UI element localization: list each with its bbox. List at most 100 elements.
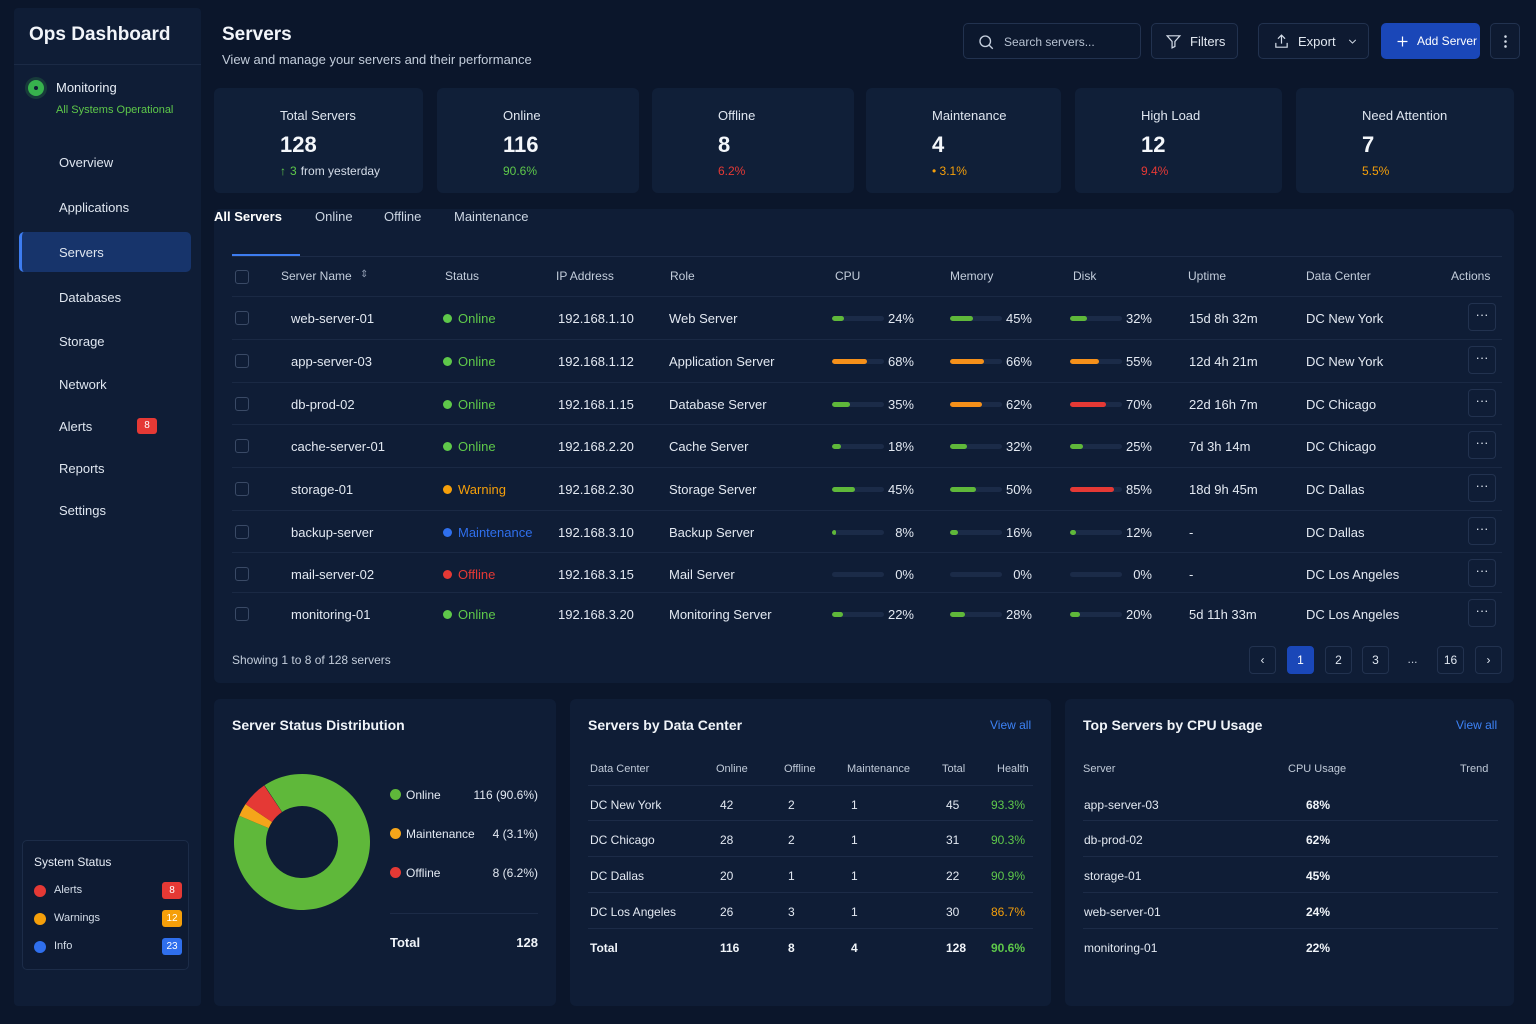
row-checkbox[interactable] bbox=[235, 311, 249, 325]
next-page-button[interactable]: › bbox=[1475, 646, 1502, 674]
add-server-button[interactable]: Add Server bbox=[1381, 23, 1480, 59]
disk-usage-percent: 0% bbox=[1133, 567, 1152, 582]
table-row[interactable]: cache-server-01 Online 192.168.2.20 Cache S… bbox=[232, 424, 1502, 466]
tab-online[interactable]: Online bbox=[315, 209, 353, 224]
page-button-16[interactable]: 16 bbox=[1437, 646, 1464, 674]
row-actions-button[interactable]: ··· bbox=[1468, 599, 1496, 627]
sidebar-item-settings[interactable]: Settings bbox=[19, 490, 191, 530]
column-header-data-center: Data Center bbox=[1306, 269, 1371, 283]
disk-usage-bar bbox=[1070, 359, 1122, 364]
memory-usage-bar bbox=[950, 572, 1002, 577]
cpu-usage-bar bbox=[832, 572, 884, 577]
sidebar-item-alerts[interactable]: Alerts 8 bbox=[19, 406, 191, 446]
row-actions-button[interactable]: ··· bbox=[1468, 559, 1496, 587]
page-button-1[interactable]: 1 bbox=[1287, 646, 1314, 674]
tab-all-servers[interactable]: All Servers bbox=[214, 209, 282, 224]
memory-usage-bar bbox=[950, 402, 1002, 407]
tab-maintenance[interactable]: Maintenance bbox=[454, 209, 529, 224]
sidebar-item-overview[interactable]: Overview bbox=[19, 142, 191, 182]
top-cpu-view-all-link[interactable]: View all bbox=[1456, 718, 1498, 732]
more-menu-button[interactable] bbox=[1490, 23, 1520, 59]
server-role: Cache Server bbox=[669, 439, 749, 454]
sidebar-item-storage[interactable]: Storage bbox=[19, 321, 191, 361]
sidebar-item-databases[interactable]: Databases bbox=[19, 277, 191, 317]
row-checkbox[interactable] bbox=[235, 525, 249, 539]
memory-usage-percent: 16% bbox=[1005, 525, 1032, 540]
disk-usage-bar bbox=[1070, 316, 1122, 321]
stat-percent: 9.4% bbox=[1141, 164, 1169, 178]
column-header-server-name[interactable]: Server Name bbox=[281, 269, 352, 283]
sort-icon[interactable]: ⇕ bbox=[360, 269, 369, 280]
table-row[interactable]: mail-server-02 Offline 192.168.3.15 Mail Se… bbox=[232, 552, 1502, 594]
cpu-server-name: web-server-01 bbox=[1084, 905, 1161, 919]
row-checkbox[interactable] bbox=[235, 397, 249, 411]
row-checkbox[interactable] bbox=[235, 607, 249, 621]
server-name[interactable]: app-server-03 bbox=[291, 354, 372, 369]
sidebar-item-label: Applications bbox=[59, 199, 130, 215]
row-checkbox[interactable] bbox=[235, 354, 249, 368]
stat-card-maintenance: Maintenance 4 • 3.1% bbox=[866, 88, 1061, 193]
ip-address: 192.168.2.30 bbox=[558, 482, 634, 497]
kebab-icon bbox=[1503, 34, 1507, 48]
search-box[interactable] bbox=[963, 23, 1141, 59]
page-button-2[interactable]: 2 bbox=[1325, 646, 1352, 674]
server-role: Monitoring Server bbox=[669, 607, 772, 622]
row-actions-button[interactable]: ··· bbox=[1468, 303, 1496, 331]
row-actions-button[interactable]: ··· bbox=[1468, 346, 1496, 374]
sidebar-item-reports[interactable]: Reports bbox=[19, 448, 191, 488]
table-row[interactable]: storage-01 Warning 192.168.2.30 Storage Ser… bbox=[232, 467, 1502, 509]
server-name[interactable]: storage-01 bbox=[291, 482, 354, 497]
table-row[interactable]: monitoring-01 Online 192.168.3.20 Monitorin… bbox=[232, 592, 1502, 634]
select-all-checkbox[interactable] bbox=[235, 270, 249, 284]
dc-cell-total: 30 bbox=[946, 905, 960, 919]
row-actions-button[interactable]: ··· bbox=[1468, 389, 1496, 417]
sidebar-item-servers[interactable]: Servers bbox=[19, 232, 191, 272]
table-row[interactable]: web-server-01 Online 192.168.1.10 Web Serve… bbox=[232, 296, 1502, 338]
data-center: DC Dallas bbox=[1306, 482, 1365, 497]
sidebar-item-network[interactable]: Network bbox=[19, 364, 191, 404]
divider bbox=[1083, 892, 1498, 893]
server-name[interactable]: backup-server bbox=[291, 525, 374, 540]
row-checkbox[interactable] bbox=[235, 567, 249, 581]
table-row[interactable]: backup-server Maintenance 192.168.3.10 Back… bbox=[232, 510, 1502, 552]
server-icon bbox=[264, 352, 281, 369]
legend-dot-icon bbox=[390, 828, 401, 839]
divider bbox=[232, 256, 1502, 257]
search-input[interactable] bbox=[1004, 32, 1134, 52]
column-header-status: Status bbox=[445, 269, 480, 283]
cpu-usage-bar bbox=[832, 359, 884, 364]
dc-column-header: Maintenance bbox=[847, 763, 910, 775]
top-cpu-panel: Top Servers by CPU Usage View all Server… bbox=[1065, 699, 1514, 1006]
export-button[interactable]: Export bbox=[1258, 23, 1369, 59]
table-row[interactable]: db-prod-02 Online 192.168.1.15 Database Ser… bbox=[232, 382, 1502, 424]
server-name[interactable]: web-server-01 bbox=[291, 311, 375, 326]
table-row[interactable]: app-server-03 Online 192.168.1.12 Applicati… bbox=[232, 339, 1502, 381]
cpu-usage-bar bbox=[832, 612, 884, 617]
server-name[interactable]: mail-server-02 bbox=[291, 567, 375, 582]
prev-page-button[interactable]: ‹ bbox=[1249, 646, 1276, 674]
row-actions-button[interactable]: ··· bbox=[1468, 474, 1496, 502]
search-icon bbox=[979, 35, 994, 50]
page-button-3[interactable]: 3 bbox=[1362, 646, 1389, 674]
tab-offline[interactable]: Offline bbox=[384, 209, 422, 224]
row-checkbox[interactable] bbox=[235, 439, 249, 453]
server-name[interactable]: monitoring-01 bbox=[291, 607, 371, 622]
server-name[interactable]: db-prod-02 bbox=[291, 397, 355, 412]
status-dot-icon bbox=[443, 442, 452, 451]
dc-cell-total: 31 bbox=[946, 833, 960, 847]
cpu-server-name: db-prod-02 bbox=[1084, 833, 1143, 847]
sidebar-item-applications[interactable]: Applications bbox=[19, 187, 191, 227]
by-dc-view-all-link[interactable]: View all bbox=[990, 718, 1032, 732]
legend-value: 4 (3.1%) bbox=[492, 827, 538, 841]
filters-button[interactable]: Filters bbox=[1151, 23, 1238, 59]
row-actions-button[interactable]: ··· bbox=[1468, 431, 1496, 459]
server-name[interactable]: cache-server-01 bbox=[291, 439, 385, 454]
row-checkbox[interactable] bbox=[235, 482, 249, 496]
server-icon bbox=[264, 309, 281, 326]
disk-usage-fill bbox=[1070, 530, 1077, 535]
row-actions-button[interactable]: ··· bbox=[1468, 517, 1496, 545]
uptime: - bbox=[1189, 567, 1194, 582]
disk-usage-bar bbox=[1070, 402, 1122, 407]
memory-usage-bar bbox=[950, 612, 1002, 617]
status-badge: Warning bbox=[443, 482, 506, 497]
